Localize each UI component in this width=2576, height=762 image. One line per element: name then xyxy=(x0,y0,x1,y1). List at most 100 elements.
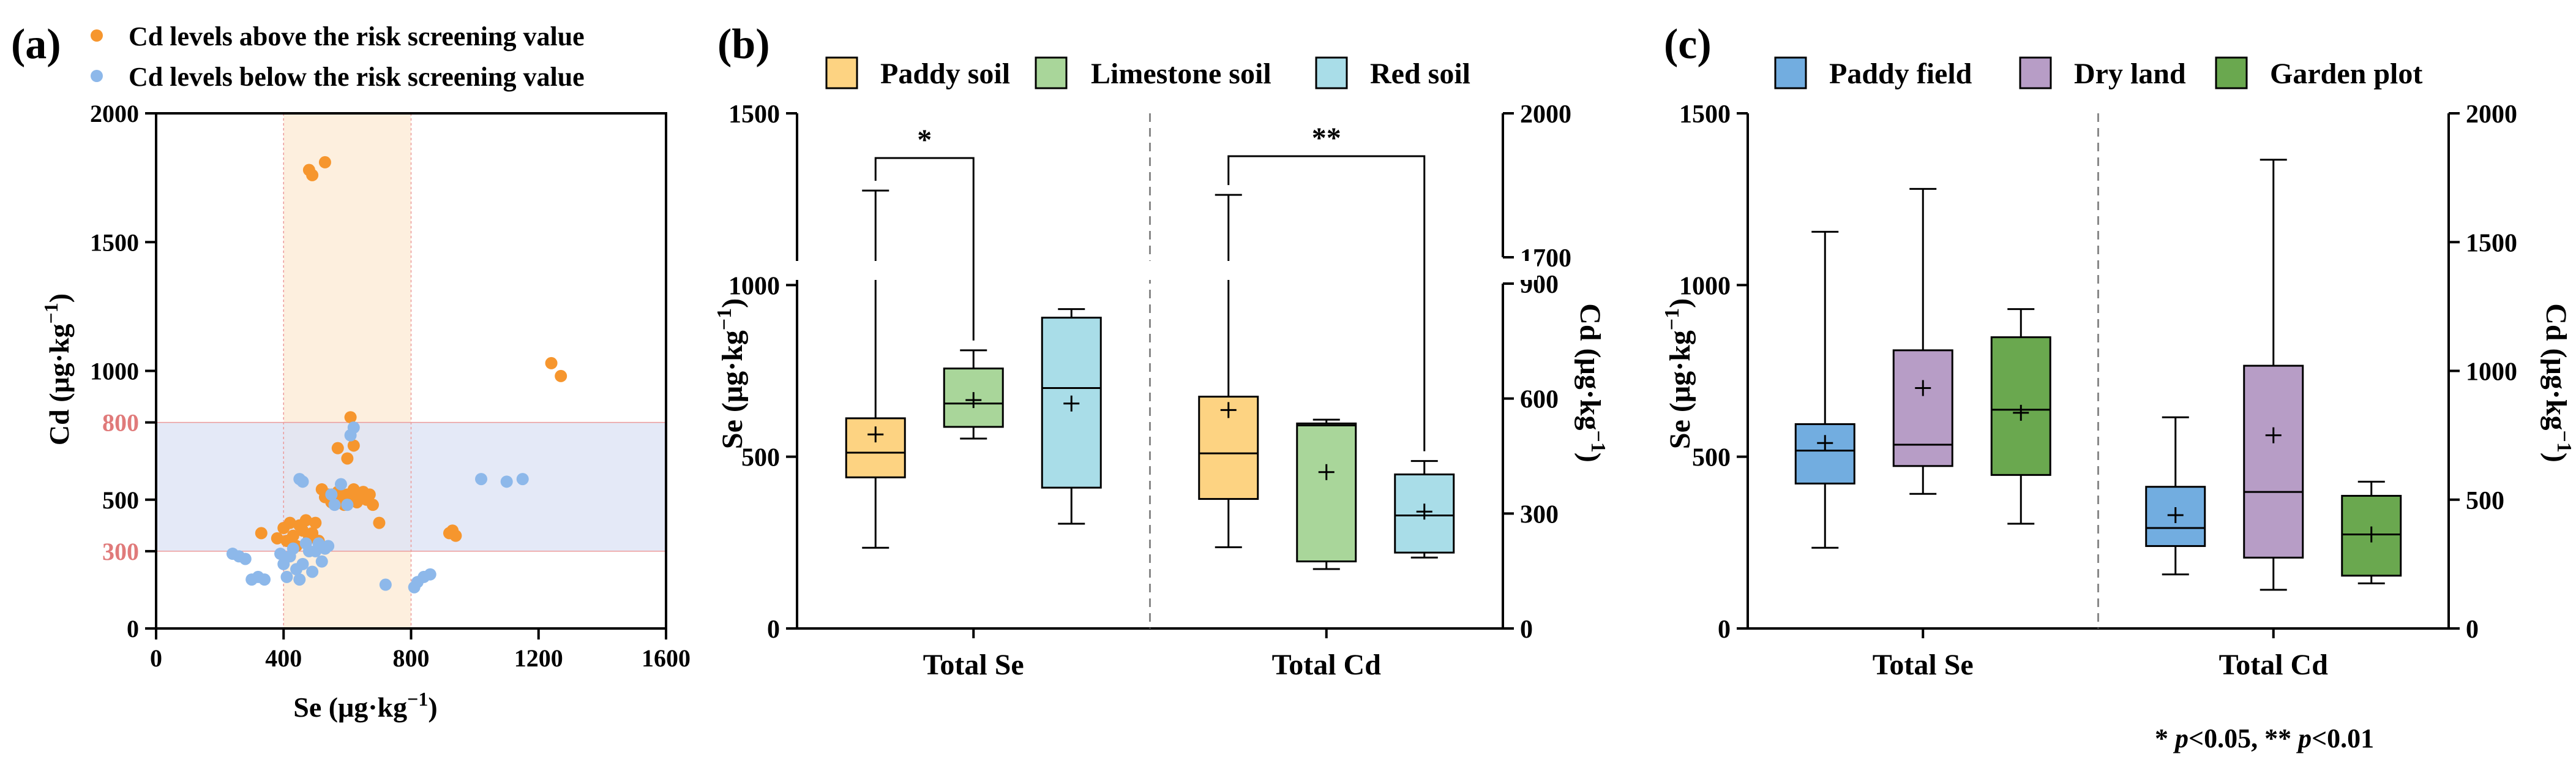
panel-c-label: (c) xyxy=(1664,21,1712,68)
point-below xyxy=(341,499,354,511)
point-below xyxy=(296,475,309,488)
point-above xyxy=(286,529,299,542)
panel-a-legend: Cd levels above the risk screening value… xyxy=(91,21,585,92)
box-limestone-soil xyxy=(1296,418,1357,570)
point-below xyxy=(347,421,360,434)
point-above xyxy=(363,488,376,501)
right-tick-label: 0 xyxy=(1520,616,1533,644)
point-above xyxy=(255,527,268,540)
point-below xyxy=(286,542,299,555)
y-tick-label: 1000 xyxy=(90,358,139,385)
point-above xyxy=(283,516,296,529)
panel-b-boxplot: (b) Paddy soil Limestone soil Red soil 0… xyxy=(713,21,1609,681)
y-tick-label: 1500 xyxy=(90,228,139,256)
panel-a-scatter: (a) Cd levels above the risk screening v… xyxy=(11,21,691,723)
x-tick-label: 1600 xyxy=(642,644,691,672)
point-above xyxy=(331,442,344,455)
y-tick-label-risk: 800 xyxy=(102,409,139,437)
point-above xyxy=(318,156,331,168)
left-tick-label: 1000 xyxy=(1679,272,1731,300)
panel-c-boxplot: (c) Paddy field Dry land Garden plot 0 50… xyxy=(1661,21,2575,681)
box-red-soil xyxy=(1041,308,1102,525)
point-below xyxy=(306,565,319,578)
legend-below-label: Cd levels below the risk screening value xyxy=(129,62,585,92)
panel-a-xlabel: Se (μg·kg−1) xyxy=(293,688,437,723)
category-label: Total Se xyxy=(923,649,1024,681)
panel-c-legend: Paddy field Dry land Garden plot xyxy=(1774,56,2422,90)
right-tick-label: 2000 xyxy=(1520,100,1571,129)
scatter-points xyxy=(226,156,567,594)
panel-a-axes: 0 400 800 1200 1600 0 500 1000 1500 2000 300 800 xyxy=(90,100,691,672)
box-paddy-field xyxy=(2145,416,2206,576)
legend-red-soil-swatch xyxy=(1315,56,1348,89)
box-iqr xyxy=(2243,364,2304,559)
point-above xyxy=(299,514,312,527)
box-dry-land xyxy=(1892,187,1953,495)
right-tick-label: 300 xyxy=(1520,500,1559,529)
category-label: Total Cd xyxy=(2219,649,2329,681)
right-tick-label: 0 xyxy=(2466,616,2479,644)
right-tick-label: 600 xyxy=(1520,386,1559,414)
box-iqr xyxy=(1794,423,1855,485)
point-above xyxy=(373,516,386,529)
legend-garden-plot-swatch xyxy=(2215,56,2248,89)
point-above xyxy=(367,499,380,511)
category-label: Total Cd xyxy=(1272,649,1382,681)
x-tick-label: 800 xyxy=(393,644,430,672)
point-below xyxy=(274,548,287,560)
panel-a-label: (a) xyxy=(11,21,61,68)
point-below xyxy=(475,473,488,486)
significance-bracket xyxy=(1227,155,1426,451)
legend-dry-land-swatch xyxy=(2019,56,2052,89)
box-iqr xyxy=(1296,422,1357,563)
left-tick-label: 1500 xyxy=(1679,100,1731,129)
left-tick-label: 1500 xyxy=(728,100,780,129)
axis-break-gap xyxy=(795,261,1537,280)
right-tick-label: 1500 xyxy=(2466,229,2517,257)
point-above xyxy=(271,532,283,545)
box-paddy-soil xyxy=(1198,194,1259,548)
panel-a-ylabel: Cd (μg·kg−1) xyxy=(40,293,75,445)
legend-dry-land-label: Dry land xyxy=(2074,58,2186,90)
point-below xyxy=(325,488,338,501)
legend-paddy-soil-swatch xyxy=(825,56,858,89)
panel-c-ylabel-right: Cd (μg·kg−1) xyxy=(2540,303,2575,462)
box-iqr xyxy=(1892,349,1953,467)
point-below xyxy=(280,570,293,583)
legend-paddy-field-swatch xyxy=(1774,56,1807,89)
panel-b-label: (b) xyxy=(717,21,770,68)
panel-b-ylabel-left: Se (μg·kg−1) xyxy=(713,298,749,449)
box-paddy-field xyxy=(1794,230,1855,549)
legend-garden-plot-label: Garden plot xyxy=(2270,58,2422,90)
x-tick-label: 400 xyxy=(265,644,302,672)
point-above xyxy=(306,168,319,181)
panel-c-ylabel-left: Se (μg·kg−1) xyxy=(1661,298,1696,449)
point-below xyxy=(322,540,335,553)
panel-c-plot: 0 500 1000 1500 0 500 1000 1500 2000 Total Se Tota… xyxy=(1679,100,2517,681)
point-below xyxy=(500,475,513,488)
point-below xyxy=(424,568,436,581)
right-tick-label: 2000 xyxy=(2466,100,2517,129)
legend-limestone-soil-swatch xyxy=(1035,56,1068,89)
significance-label: * xyxy=(917,124,932,156)
panel-b-legend: Paddy soil Limestone soil Red soil xyxy=(825,56,1470,90)
x-tick-label: 0 xyxy=(150,644,162,672)
legend-below-marker xyxy=(91,70,103,82)
left-tick-label: 500 xyxy=(1692,444,1731,472)
point-above xyxy=(341,452,354,465)
left-tick-label: 0 xyxy=(767,616,780,644)
box-paddy-soil xyxy=(845,189,906,549)
point-below xyxy=(334,478,347,491)
left-tick-label: 0 xyxy=(1718,616,1731,644)
y-tick-label: 500 xyxy=(102,486,139,514)
point-above xyxy=(344,411,357,424)
point-below xyxy=(296,557,309,570)
point-below xyxy=(293,573,306,586)
box-iqr xyxy=(943,368,1004,428)
point-below xyxy=(258,573,271,586)
significance-label: ** xyxy=(1312,122,1341,154)
significance-footnote: * p<0.05, ** p<0.01 xyxy=(2155,723,2374,753)
y-tick-label: 2000 xyxy=(90,100,139,127)
